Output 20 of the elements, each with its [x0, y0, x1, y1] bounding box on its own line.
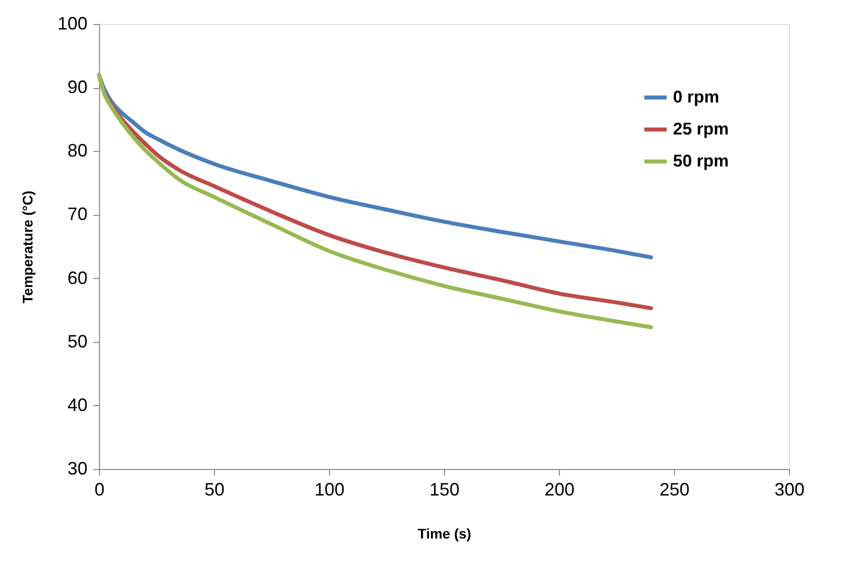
x-tick-label: 0	[94, 480, 105, 500]
y-tick-label: 90	[67, 77, 88, 98]
x-axis-title: Time (s)	[418, 526, 472, 542]
y-tick-label: 80	[67, 140, 88, 161]
x-tick-label: 300	[774, 480, 805, 500]
y-tick-label: 70	[67, 204, 88, 224]
legend-label: 0 rpm	[673, 88, 720, 106]
x-tick-label: 200	[544, 480, 575, 500]
y-tick-label: 30	[67, 458, 88, 478]
x-tick-label: 250	[659, 480, 690, 500]
x-tick-label: 50	[204, 480, 225, 500]
legend-label: 25 rpm	[673, 120, 729, 138]
x-tick-label: 100	[314, 480, 345, 500]
y-tick-label: 100	[57, 14, 88, 34]
x-tick-label: 150	[429, 480, 460, 500]
y-tick-label: 40	[67, 394, 88, 415]
y-axis-title: Temperature (°C)	[19, 190, 36, 304]
y-tick-label: 60	[67, 268, 88, 288]
legend-label: 50 rpm	[673, 152, 729, 170]
y-tick-label: 50	[67, 331, 88, 352]
